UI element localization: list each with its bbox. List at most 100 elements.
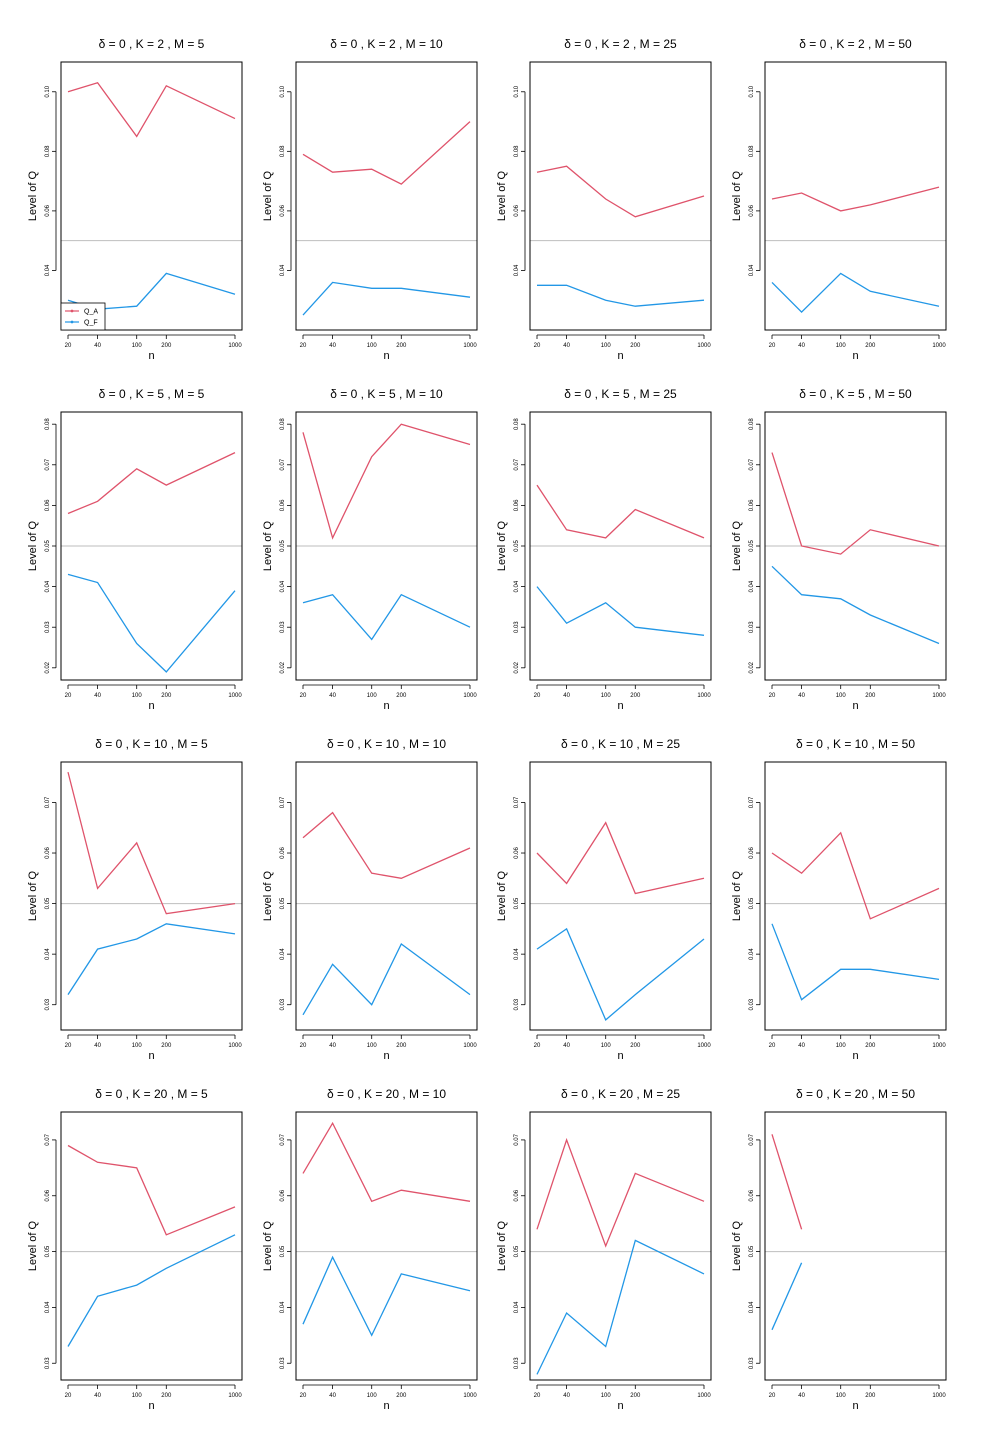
x-axis-label: n [383,350,389,362]
x-tick-label: 100 [836,693,847,699]
x-tick-label: 1000 [228,1393,242,1399]
x-tick-label: 40 [94,693,101,699]
series-line-qa [771,452,940,555]
y-tick-label: 0.04 [749,580,755,592]
plot-frame [60,1111,243,1381]
x-tick-label: 20 [769,1393,776,1399]
y-tick-label: 0.06 [749,204,755,216]
x-tick-label: 100 [132,1043,143,1049]
plot-frame [295,411,478,681]
x-tick-label: 100 [601,693,612,699]
y-tick-label: 0.08 [514,418,520,430]
y-tick-label: 0.07 [45,1133,51,1145]
x-tick-label: 20 [65,1043,72,1049]
x-axis-label: n [383,1400,389,1412]
series-line-qf [67,573,236,673]
y-tick-label: 0.08 [280,145,286,157]
x-tick-label: 20 [534,1393,541,1399]
y-tick-label: 0.03 [280,1357,286,1369]
y-tick-label: 0.03 [45,998,51,1010]
x-tick-label: 100 [836,1043,847,1049]
legend-marker-qa [70,309,74,313]
legend-marker-qf [70,320,74,324]
plot-frame [764,411,947,681]
y-axis-label: Level of Q [496,870,508,921]
x-tick-label: 40 [798,1393,805,1399]
series-line-qa [771,1134,803,1230]
x-tick-label: 100 [601,1393,612,1399]
y-tick-label: 0.06 [280,499,286,511]
y-axis-label: Level of Q [496,520,508,571]
y-tick-label: 0.06 [280,847,286,859]
y-tick-label: 0.02 [45,661,51,673]
y-tick-label: 0.06 [749,847,755,859]
x-tick-label: 1000 [932,343,946,349]
panel-title: δ = 0 , K = 2 , M = 25 [564,37,677,51]
y-tick-label: 0.03 [45,1357,51,1369]
x-tick-label: 200 [630,693,641,699]
x-tick-label: 1000 [463,1043,477,1049]
y-tick-label: 0.02 [749,661,755,673]
y-tick-label: 0.07 [749,458,755,470]
y-tick-label: 0.04 [514,264,520,276]
x-tick-label: 1000 [932,1043,946,1049]
series-line-qf [537,284,705,307]
x-tick-label: 100 [601,343,612,349]
y-tick-label: 0.10 [45,85,51,97]
y-axis-label: Level of Q [496,1220,508,1271]
x-tick-label: 1000 [697,1393,711,1399]
x-tick-label: 200 [865,1393,876,1399]
panel-title: δ = 0 , K = 20 , M = 5 [95,1087,208,1101]
x-tick-label: 20 [769,1043,776,1049]
y-tick-label: 0.07 [749,796,755,808]
y-axis-label: Level of Q [262,1220,274,1271]
x-axis-label: n [852,1400,858,1412]
x-tick-label: 200 [865,1043,876,1049]
x-tick-label: 1000 [932,1393,946,1399]
x-tick-label: 1000 [697,343,711,349]
y-tick-label: 0.06 [514,1189,520,1201]
series-line-qf [771,1262,803,1331]
plot-frame [764,1111,947,1381]
x-tick-label: 40 [563,1043,570,1049]
y-tick-label: 0.04 [749,948,755,960]
y-tick-label: 0.04 [280,264,286,276]
x-tick-label: 40 [798,343,805,349]
series-line-qa [302,1121,471,1203]
y-tick-label: 0.08 [45,145,51,157]
y-tick-label: 0.05 [514,897,520,909]
x-tick-label: 40 [329,1043,336,1049]
y-axis-label: Level of Q [27,870,39,921]
series-line-qf [536,1239,705,1375]
x-tick-label: 20 [534,1043,541,1049]
series-line-qf [536,927,705,1021]
y-tick-label: 0.06 [514,204,520,216]
x-tick-label: 100 [836,343,847,349]
plot-frame [529,411,712,681]
x-tick-label: 1000 [932,693,946,699]
x-axis-label: n [852,700,858,712]
y-tick-label: 0.10 [280,85,286,97]
legend-box [60,302,106,331]
series-line-qa [302,423,471,540]
x-tick-label: 20 [769,693,776,699]
y-tick-label: 0.07 [280,796,286,808]
x-tick-label: 40 [329,693,336,699]
y-tick-label: 0.07 [514,458,520,470]
panel-title: δ = 0 , K = 20 , M = 50 [796,1087,915,1101]
series-line-qa [536,1137,705,1248]
series-line-qf [67,1234,236,1347]
y-tick-label: 0.06 [45,1189,51,1201]
plot-frame [295,1111,478,1381]
y-tick-label: 0.08 [514,145,520,157]
x-axis-label: n [617,350,623,362]
y-tick-label: 0.04 [514,1301,520,1313]
